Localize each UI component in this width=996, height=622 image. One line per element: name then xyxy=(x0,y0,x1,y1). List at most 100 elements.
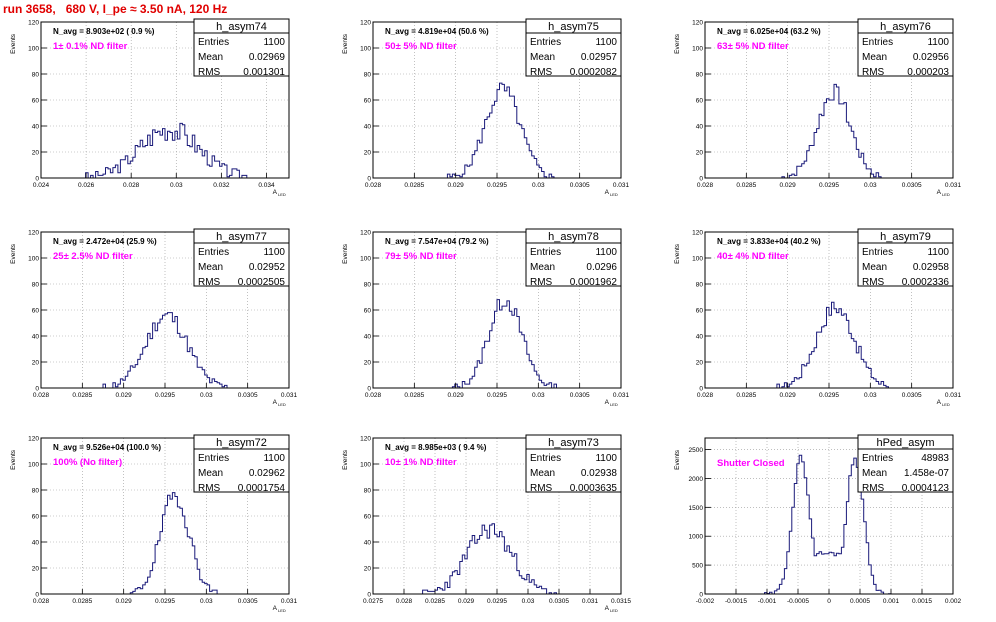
histogram-panel-h_asym76: 0.028 0.0285 0.029 0.0295 0.03 0.0305 0.031 0 20… xyxy=(674,18,962,197)
stats-box-frame xyxy=(857,18,954,77)
x-tick-label: 0.032 xyxy=(213,182,230,189)
y-tick-label: 60 xyxy=(32,308,40,315)
y-tick-label: 40 xyxy=(696,334,704,341)
y-tick-label: 2500 xyxy=(689,447,704,454)
stats-value-entries: 1100 xyxy=(927,247,949,258)
histogram-panel-h_asym73: 0.0275 0.028 0.0285 0.029 0.0295 0.03 0.0305 0.… xyxy=(342,434,631,613)
x-axis-label: A xyxy=(605,399,610,406)
x-tick-label: 0.029 xyxy=(116,598,133,605)
y-tick-label: 100 xyxy=(28,256,39,263)
stats-value-mean: 0.02952 xyxy=(249,262,286,273)
navg-label: N_avg = 8.903e+02 ( 0.9 %) xyxy=(53,27,155,36)
x-tick-label: 0.0315 xyxy=(611,598,631,605)
x-tick-label: 0.0295 xyxy=(819,182,839,189)
y-tick-label: 20 xyxy=(696,150,704,157)
stats-key-mean: Mean xyxy=(530,262,555,273)
x-tick-label: 0.0305 xyxy=(570,392,590,399)
stats-box-frame xyxy=(857,434,954,493)
y-tick-label: 120 xyxy=(28,20,39,27)
stats-key-mean: Mean xyxy=(862,468,887,479)
x-tick-label: 0 xyxy=(827,598,831,605)
stats-value-entries: 1100 xyxy=(595,453,617,464)
x-tick-label: 0.0295 xyxy=(155,598,175,605)
x-tick-label: 0.031 xyxy=(945,392,962,399)
y-tick-label: 100 xyxy=(360,462,371,469)
stats-box: h_asym77 Entries 1100 Mean 0.02952 RMS 0.00025… xyxy=(193,228,290,288)
y-tick-label: 120 xyxy=(692,230,703,237)
x-tick-label: 0.0285 xyxy=(72,392,92,399)
histogram-panel-h_asym74: 0.024 0.026 0.028 0.03 0.032 0.034 0 20 40 60 80 10… xyxy=(10,18,290,197)
x-tick-label: 0.031 xyxy=(945,182,962,189)
stats-key-entries: Entries xyxy=(530,37,561,48)
y-axis-label: Events xyxy=(342,33,349,54)
x-axis-label: A xyxy=(605,605,610,612)
y-tick-label: 20 xyxy=(364,566,372,573)
stats-box-title: h_asym78 xyxy=(548,231,599,243)
x-tick-label: 0.0305 xyxy=(238,392,258,399)
y-tick-label: 60 xyxy=(32,98,40,105)
y-tick-label: 60 xyxy=(696,308,704,315)
stats-key-entries: Entries xyxy=(198,453,229,464)
stats-box: h_asym73 Entries 1100 Mean 0.02938 RMS 0.00036… xyxy=(525,434,622,494)
stats-key-entries: Entries xyxy=(862,37,893,48)
x-tick-label: 0.0275 xyxy=(363,598,383,605)
x-axis-label-subscript: LED xyxy=(942,192,950,197)
y-tick-label: 20 xyxy=(364,360,372,367)
stats-key-mean: Mean xyxy=(862,52,887,63)
histogram-series-h_asym74 xyxy=(41,122,289,179)
navg-label: N_avg = 2.472e+04 (25.9 %) xyxy=(53,237,157,246)
filter-label: 25± 2.5% ND filter xyxy=(53,251,133,262)
y-tick-label: 100 xyxy=(28,46,39,53)
stats-box-title: h_asym77 xyxy=(216,231,267,243)
x-axis-label: A xyxy=(273,399,278,406)
filter-label: 50± 5% ND filter xyxy=(385,41,457,52)
y-tick-label: 1000 xyxy=(689,534,704,541)
x-tick-label: 0.029 xyxy=(458,598,475,605)
x-tick-label: -0.0015 xyxy=(725,598,747,605)
stats-box-title: hPed_asym xyxy=(876,437,934,449)
y-tick-label: 80 xyxy=(696,72,704,79)
x-tick-label: 0.028 xyxy=(697,392,714,399)
histogram-panel-h_asym79: 0.028 0.0285 0.029 0.0295 0.03 0.0305 0.031 0 20… xyxy=(674,228,962,407)
y-tick-label: 0 xyxy=(699,386,703,393)
x-tick-label: 0.0285 xyxy=(72,598,92,605)
stats-value-rms: 0.0004123 xyxy=(902,483,950,494)
y-tick-label: 100 xyxy=(692,256,703,263)
stats-key-rms: RMS xyxy=(862,483,885,494)
y-tick-label: 0 xyxy=(367,176,371,183)
y-tick-label: 120 xyxy=(360,436,371,443)
stats-value-mean: 0.0296 xyxy=(586,262,617,273)
x-axis-label: A xyxy=(273,605,278,612)
y-tick-label: 0 xyxy=(699,592,703,599)
y-tick-label: 80 xyxy=(696,282,704,289)
y-axis-label: Events xyxy=(674,243,681,264)
y-tick-label: 60 xyxy=(364,514,372,521)
x-tick-label: 0.0285 xyxy=(404,182,424,189)
stats-value-entries: 1100 xyxy=(595,247,617,258)
stats-key-mean: Mean xyxy=(198,52,223,63)
filter-label: 63± 5% ND filter xyxy=(717,41,789,52)
filter-label: 40± 4% ND filter xyxy=(717,251,789,262)
y-tick-label: 20 xyxy=(32,566,40,573)
x-axis-label-subscript: LED xyxy=(610,608,618,613)
x-tick-label: 0.0305 xyxy=(902,392,922,399)
x-tick-label: 0.0295 xyxy=(819,392,839,399)
x-tick-label: 0.029 xyxy=(116,392,133,399)
y-tick-label: 80 xyxy=(32,282,40,289)
y-tick-label: 100 xyxy=(360,256,371,263)
x-tick-label: 0.026 xyxy=(78,182,95,189)
stats-value-mean: 0.02958 xyxy=(913,262,950,273)
stats-box-frame xyxy=(193,228,290,287)
navg-label: N_avg = 9.526e+04 (100.0 %) xyxy=(53,443,161,452)
y-tick-label: 20 xyxy=(32,150,40,157)
stats-box-title: h_asym73 xyxy=(548,437,599,449)
x-tick-label: 0.001 xyxy=(883,598,900,605)
x-axis-label: A xyxy=(937,399,942,406)
stats-key-rms: RMS xyxy=(862,277,885,288)
y-axis-label: Events xyxy=(342,449,349,470)
stats-box-frame xyxy=(193,18,290,77)
x-tick-label: 0.028 xyxy=(33,392,50,399)
x-tick-label: 0.031 xyxy=(582,598,599,605)
stats-box-title: h_asym75 xyxy=(548,21,599,33)
stats-value-entries: 1100 xyxy=(263,247,285,258)
